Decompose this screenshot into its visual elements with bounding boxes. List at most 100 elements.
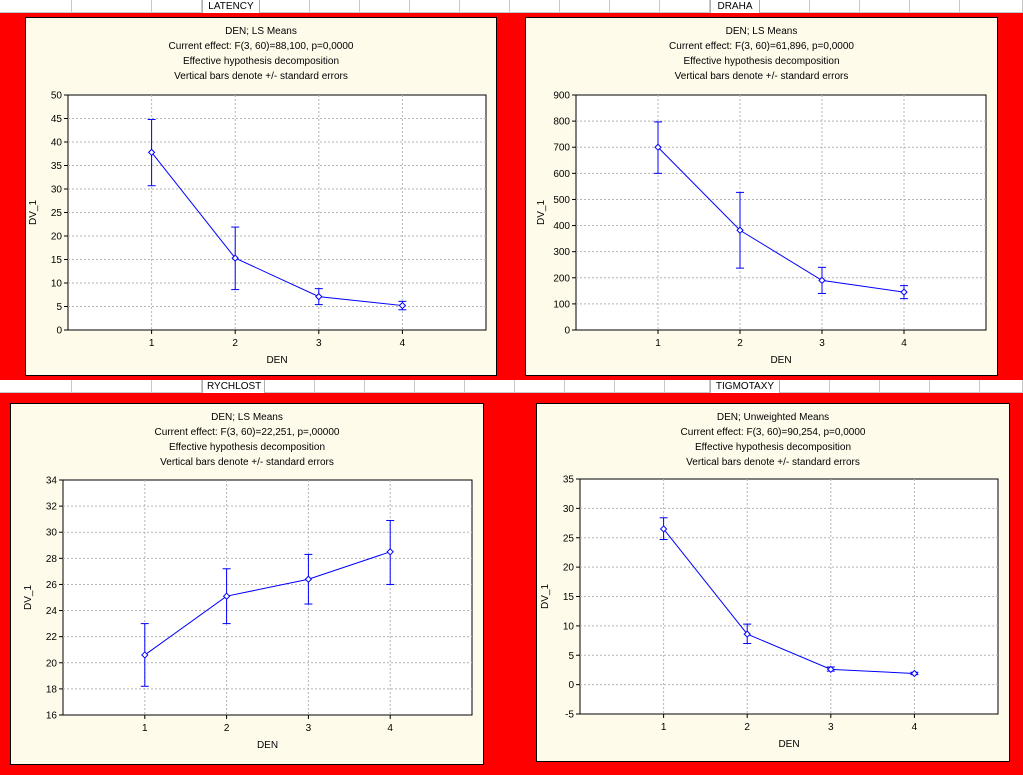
y-tick-label: 50 — [51, 91, 63, 102]
x-tick-label: 3 — [306, 723, 312, 734]
section-header-draha[interactable]: DRAHA — [710, 0, 760, 13]
grid-cell — [365, 380, 415, 393]
x-tick-label: 3 — [316, 338, 322, 349]
y-tick-label: 32 — [46, 502, 58, 513]
series-line — [151, 152, 403, 307]
y-tick-label: 35 — [51, 161, 63, 172]
chart-panel-draha[interactable]: DEN; LS Means Current effect: F(3, 60)=6… — [525, 17, 998, 376]
data-point — [736, 226, 744, 234]
y-tick-label: 18 — [46, 684, 58, 695]
data-point — [222, 592, 231, 600]
y-tick-label: 600 — [553, 169, 570, 180]
grid-cell — [72, 380, 152, 393]
grid-cell — [410, 0, 460, 13]
section-header-tigmotaxy[interactable]: TIGMOTAXY — [710, 380, 780, 393]
y-tick-label: 45 — [51, 114, 63, 125]
data-point — [231, 254, 239, 262]
line-chart-latency: 0 5 10 15 20 25 30 35 40 45 50 1 2 3 4 DEN DV_1 — [28, 91, 487, 366]
y-tick-label: 15 — [51, 255, 63, 266]
series-line — [663, 528, 915, 674]
grid-cell — [415, 380, 465, 393]
y-tick-label: 24 — [46, 606, 58, 617]
chart-titles: DEN; LS Means Current effect: F(3, 60)=2… — [11, 410, 483, 470]
y-tick-label: 20 — [51, 232, 63, 243]
data-point — [654, 143, 662, 151]
y-tick-label: 400 — [553, 221, 570, 232]
y-tick-label: 10 — [563, 621, 575, 632]
x-tick-label: 1 — [142, 723, 148, 734]
x-tick-label: 1 — [149, 338, 155, 349]
chart-subtitle-decomposition: Effective hypothesis decomposition — [168, 442, 325, 453]
y-tick-label: 20 — [46, 658, 58, 669]
series-line — [657, 146, 905, 293]
grid-cell — [860, 0, 910, 13]
y-axis-label: DV_1 — [23, 585, 34, 610]
x-tick-label: 3 — [819, 338, 825, 349]
y-tick-label: 500 — [553, 195, 570, 206]
y-tick-label: 900 — [553, 91, 570, 102]
chart-subtitle-errorbars: Vertical bars denote +/- standard errors — [686, 457, 860, 468]
chart-title: DEN; LS Means — [725, 26, 798, 37]
chart-subtitle-effect: Current effect: F(3, 60)=61,896, p=0,000… — [669, 41, 854, 52]
grid-cell — [0, 380, 72, 393]
x-tick-label: 1 — [661, 722, 667, 733]
grid-cell — [310, 0, 360, 13]
x-axis-label: DEN — [770, 355, 791, 366]
line-chart-tigmotaxy: -5 0 5 10 15 20 25 30 35 1 2 3 4 DEN DV_1 — [540, 475, 999, 750]
x-tick-label: 2 — [737, 338, 743, 349]
chart-subtitle-effect: Current effect: F(3, 60)=90,254, p=0,000… — [680, 427, 866, 438]
chart-panel-rychlost[interactable]: DEN; LS Means Current effect: F(3, 60)=2… — [10, 403, 484, 765]
data-point — [147, 148, 156, 157]
grid-cell — [930, 380, 980, 393]
y-tick-label: 30 — [563, 504, 575, 515]
y-tick-label: 40 — [51, 138, 63, 149]
section-header-latency[interactable]: LATENCY — [202, 0, 260, 13]
data-point — [900, 288, 908, 296]
data-point — [141, 651, 149, 659]
chart-subtitle-effect: Current effect: F(3, 60)=88,100, p=0,000… — [168, 41, 354, 52]
x-axis-label: DEN — [257, 740, 278, 751]
grid-cell — [260, 0, 310, 13]
grid-cell — [565, 380, 615, 393]
grid-cell — [460, 0, 510, 13]
chart-subtitle-errorbars: Vertical bars denote +/- standard errors — [674, 71, 849, 82]
x-tick-label: 4 — [387, 723, 393, 734]
data-point — [910, 669, 919, 678]
chart-subtitle-errorbars: Vertical bars denote +/- standard errors — [160, 457, 334, 468]
data-point — [827, 665, 835, 674]
y-axis-label: DV_1 — [540, 584, 551, 609]
x-tick-label: 2 — [224, 723, 230, 734]
grid-cell — [760, 0, 810, 13]
grid-cell — [515, 380, 565, 393]
spreadsheet-row-top: LATENCY DRAHA — [0, 0, 1023, 13]
y-tick-label: 35 — [563, 475, 575, 486]
grid-cell — [610, 0, 660, 13]
chart-title: DEN; LS Means — [225, 26, 297, 37]
y-tick-label: 30 — [46, 528, 58, 539]
plot-area — [62, 479, 473, 716]
grid-cell — [315, 380, 365, 393]
y-axis-label: DV_1 — [28, 200, 39, 225]
x-axis-label: DEN — [266, 355, 287, 366]
grid-cell — [72, 0, 152, 13]
chart-titles: DEN; LS Means Current effect: F(3, 60)=6… — [526, 24, 997, 84]
grid-cell — [510, 0, 560, 13]
grid-cell — [810, 0, 860, 13]
series-line — [144, 551, 391, 656]
section-header-rychlost[interactable]: RYCHLOST — [202, 380, 265, 393]
chart-panel-latency[interactable]: DEN; LS Means Current effect: F(3, 60)=8… — [25, 17, 497, 376]
y-tick-label: 28 — [46, 554, 58, 565]
data-point — [398, 301, 407, 310]
y-tick-label: 0 — [56, 326, 62, 337]
y-tick-label: 15 — [563, 592, 575, 603]
y-tick-label: 22 — [46, 632, 58, 643]
grid-cell — [615, 380, 665, 393]
grid-cell — [960, 0, 1023, 13]
y-tick-label: -5 — [565, 710, 574, 721]
chart-panel-tigmotaxy[interactable]: DEN; Unweighted Means Current effect: F(… — [536, 403, 1010, 762]
data-point — [315, 292, 323, 301]
y-tick-label: 700 — [553, 143, 570, 154]
data-point — [386, 548, 394, 556]
spreadsheet-row-middle: RYCHLOST TIGMOTAXY — [0, 380, 1023, 393]
